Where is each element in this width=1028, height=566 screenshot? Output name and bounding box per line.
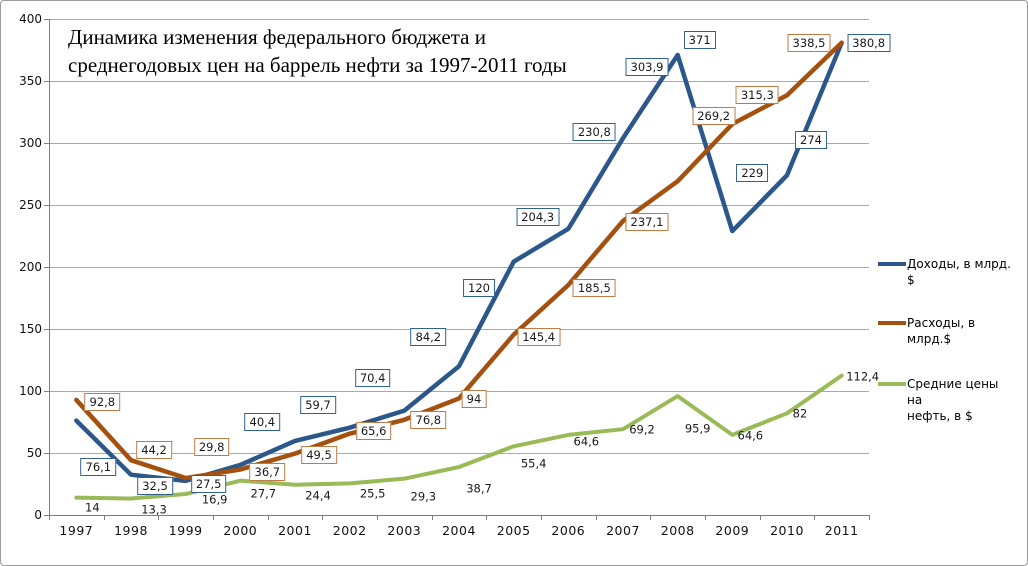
- legend-label-oil: Средние цены на нефть, в $: [907, 377, 999, 423]
- data-label-oil-2005: 55,4: [520, 456, 547, 471]
- legend-item-income: Доходы, в млрд. $: [878, 256, 1017, 288]
- data-label-oil-1997: 14: [85, 500, 100, 515]
- chart-title-line1: Динамика изменения федерального бюджета …: [68, 25, 486, 49]
- y-axis-label-50: 50: [26, 446, 42, 460]
- data-label-oil-2011: 112,4: [846, 369, 880, 384]
- x-axis-label-2011: 2011: [824, 523, 859, 538]
- x-axis-label-2002: 2002: [332, 523, 367, 538]
- y-axis-label-150: 150: [19, 322, 42, 336]
- legend-line-swatch-expenses: [878, 321, 906, 325]
- data-label-expenses-2004: 94: [461, 390, 487, 409]
- data-label-income-2005: 204,3: [516, 207, 560, 226]
- data-label-income-2000: 40,4: [244, 412, 281, 431]
- x-axis-label-2006: 2006: [551, 523, 586, 538]
- data-label-expenses-2010: 338,5: [787, 34, 831, 53]
- data-label-income-1998: 32,5: [137, 476, 173, 495]
- x-axis-label-2000: 2000: [223, 523, 258, 538]
- data-label-expenses-2005: 145,4: [517, 327, 561, 346]
- data-label-oil-2002: 25,5: [359, 486, 386, 501]
- data-label-income-2004: 120: [463, 279, 495, 298]
- y-axis-label-0: 0: [34, 508, 42, 522]
- chart-title-line2: среднегодовых цен на баррель нефти за 19…: [68, 53, 567, 77]
- legend-item-expenses: Расходы, в млрд.$: [878, 315, 1017, 347]
- data-label-oil-2008: 95,9: [684, 421, 711, 436]
- data-label-expenses-2002: 65,6: [355, 421, 392, 440]
- data-label-expenses-2007: 237,1: [625, 212, 669, 231]
- y-axis-label-200: 200: [19, 260, 42, 274]
- data-label-income-1997: 76,1: [80, 457, 117, 476]
- data-label-expenses-1997: 92,8: [84, 392, 121, 411]
- chart-title: Динамика изменения федерального бюджета …: [68, 23, 567, 79]
- data-label-expenses-1999: 29,8: [193, 438, 230, 457]
- data-label-oil-2007: 69,2: [629, 422, 655, 437]
- data-label-income-2008: 371: [683, 30, 716, 49]
- x-axis-label-1998: 1998: [114, 523, 148, 538]
- data-label-income-2007: 303,9: [625, 58, 669, 77]
- x-axis-label-2009: 2009: [715, 523, 750, 538]
- data-label-expenses-1998: 44,2: [136, 441, 172, 460]
- legend-line-swatch-oil: [878, 382, 906, 386]
- data-label-expenses-2009: 315,3: [735, 86, 779, 105]
- data-label-expenses-2003: 76,8: [410, 410, 447, 429]
- data-label-income-1999: 27,5: [190, 474, 227, 493]
- legend-label-expenses: Расходы, в млрд.$: [907, 316, 976, 346]
- data-label-oil-2003: 29,3: [410, 489, 437, 504]
- y-axis-label-100: 100: [19, 384, 42, 398]
- data-label-oil-1999: 16,9: [201, 492, 228, 507]
- data-label-oil-2000: 27,7: [250, 486, 277, 501]
- x-axis-label-2001: 2001: [278, 523, 312, 538]
- y-axis-label-350: 350: [19, 74, 42, 88]
- data-label-income-2011: 380,8: [847, 33, 891, 52]
- data-label-income-2001: 59,7: [300, 395, 336, 414]
- data-label-oil-2001: 24,4: [305, 488, 331, 503]
- data-label-oil-2004: 38,7: [466, 481, 492, 496]
- x-axis-label-2005: 2005: [496, 523, 531, 538]
- y-axis-label-400: 400: [19, 12, 42, 26]
- x-axis-label-2007: 2007: [606, 523, 640, 538]
- data-label-oil-2010: 82: [792, 406, 808, 421]
- data-label-oil-2006: 64,6: [573, 434, 600, 449]
- data-label-income-2009: 229: [736, 164, 769, 183]
- legend-label-income: Доходы, в млрд. $: [907, 257, 1011, 287]
- data-label-income-2002: 70,4: [354, 368, 391, 387]
- legend-line-swatch-income: [878, 262, 906, 266]
- x-axis-label-1999: 1999: [168, 523, 203, 538]
- data-label-expenses-2000: 36,7: [249, 463, 286, 482]
- y-axis-label-300: 300: [19, 136, 42, 150]
- data-label-expenses-2008: 269,2: [692, 107, 736, 126]
- data-label-expenses-2006: 185,5: [572, 278, 616, 297]
- y-axis-label-250: 250: [19, 198, 42, 212]
- x-axis-label-2003: 2003: [387, 523, 422, 538]
- legend-item-oil: Средние цены на нефть, в $: [878, 376, 1017, 424]
- data-label-income-2006: 230,8: [572, 122, 616, 141]
- x-axis-label-2010: 2010: [770, 523, 804, 538]
- data-label-expenses-2001: 49,5: [301, 445, 337, 464]
- data-label-income-2003: 84,2: [410, 327, 447, 346]
- data-label-income-2010: 274: [795, 131, 827, 150]
- data-label-oil-1998: 13,3: [141, 502, 167, 516]
- x-axis-label-1997: 1997: [59, 523, 94, 538]
- data-label-oil-2009: 64,6: [737, 428, 764, 443]
- x-axis-label-2008: 2008: [660, 523, 695, 538]
- x-axis-label-2004: 2004: [442, 523, 476, 538]
